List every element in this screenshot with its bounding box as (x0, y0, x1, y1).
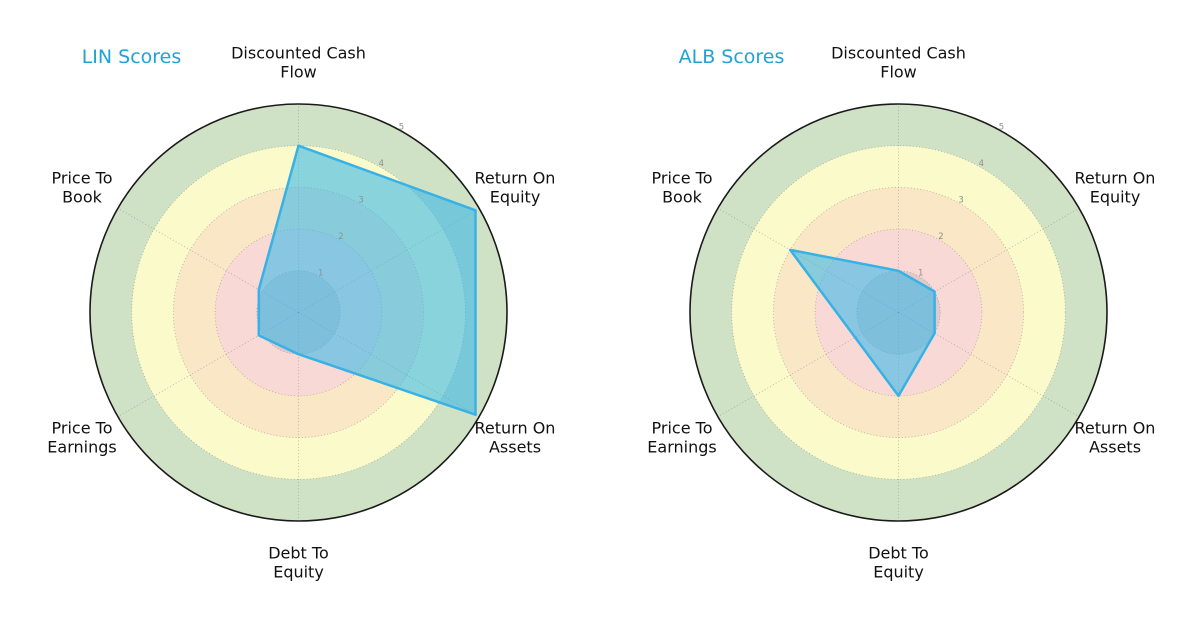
axis-label-line: Assets (489, 438, 541, 457)
axis-label-discounted-cash-flow: Discounted Cash Flow (831, 44, 966, 82)
axis-label-line: Debt To (868, 544, 929, 563)
axis-spoke-price-to-earnings (717, 312, 899, 418)
radial-tick-label-4: 4 (979, 159, 984, 169)
axis-label-price-to-earnings: Price To Earnings (647, 419, 716, 457)
axis-label-line: Discounted Cash (831, 44, 966, 63)
grid-circle-2 (814, 228, 983, 397)
radar-chart-alb: 1 2 3 4 5 Discounted Cash Flow Return On Equity R… (600, 0, 1200, 625)
axis-label-line: Equity (1090, 188, 1141, 207)
axis-label-line: Equity (273, 563, 324, 582)
axis-label-return-on-equity: Return On Equity (475, 169, 556, 207)
axis-label-price-to-book: Price To Book (652, 169, 713, 207)
score-polygon (788, 248, 936, 398)
radial-tick-label-3: 3 (958, 196, 963, 206)
radial-tick-label-1: 1 (318, 269, 323, 279)
axis-label-line: Return On (1075, 419, 1156, 438)
axis-label-line: Discounted Cash (231, 44, 366, 63)
axis-label-debt-to-equity: Debt To Equity (268, 544, 329, 582)
radar-chart-lin: 1 2 3 4 5 Discounted Cash Flow Return On Equity R… (47, 44, 556, 582)
score-polygon (257, 144, 477, 416)
axis-label-line: Price To (652, 419, 713, 438)
axis-label-price-to-earnings: Price To Earnings (47, 419, 116, 457)
radial-tick-label-3: 3 (358, 196, 363, 206)
chart-title: ALB Scores (679, 46, 785, 68)
outer-boundary-circle (689, 103, 1108, 522)
axis-label-line: Equity (873, 563, 924, 582)
radial-tick-label-5: 5 (999, 123, 1004, 133)
axis-label-line: Return On (1075, 169, 1156, 188)
axis-label-line: Price To (652, 169, 713, 188)
radial-tick-label-2: 2 (338, 232, 343, 242)
outer-boundary-circle (89, 103, 508, 522)
axis-label-line: Flow (880, 63, 917, 82)
chart-title: LIN Scores (82, 46, 182, 68)
radial-tick-label-2: 2 (938, 232, 943, 242)
axis-label-line: Price To (52, 419, 113, 438)
axis-label-line: Equity (490, 188, 541, 207)
axis-label-return-on-assets: Return On Assets (1075, 419, 1156, 457)
radial-tick-label-5: 5 (399, 123, 404, 133)
axis-label-discounted-cash-flow: Discounted Cash Flow (231, 44, 366, 82)
axis-label-line: Earnings (47, 438, 116, 457)
radial-tick-label-4: 4 (379, 159, 384, 169)
axis-spoke-price-to-book (117, 207, 299, 313)
axis-label-line: Return On (475, 419, 556, 438)
axis-label-return-on-assets: Return On Assets (475, 419, 556, 457)
axis-label-line: Earnings (647, 438, 716, 457)
axis-spoke-return-on-assets (898, 312, 1080, 418)
axis-label-line: Return On (475, 169, 556, 188)
axis-label-return-on-equity: Return On Equity (1075, 169, 1156, 207)
axis-spoke-return-on-equity (898, 207, 1080, 313)
axis-label-line: Book (662, 188, 703, 207)
axis-label-line: Flow (280, 63, 317, 82)
axis-label-line: Book (62, 188, 103, 207)
axis-label-line: Assets (1089, 438, 1141, 457)
axis-label-debt-to-equity: Debt To Equity (868, 544, 929, 582)
axis-label-line: Price To (52, 169, 113, 188)
axis-label-price-to-book: Price To Book (52, 169, 113, 207)
axis-spoke-price-to-book (717, 207, 899, 313)
axis-label-line: Debt To (268, 544, 329, 563)
axis-spoke-price-to-earnings (117, 312, 299, 418)
radial-tick-label-1: 1 (918, 269, 923, 279)
